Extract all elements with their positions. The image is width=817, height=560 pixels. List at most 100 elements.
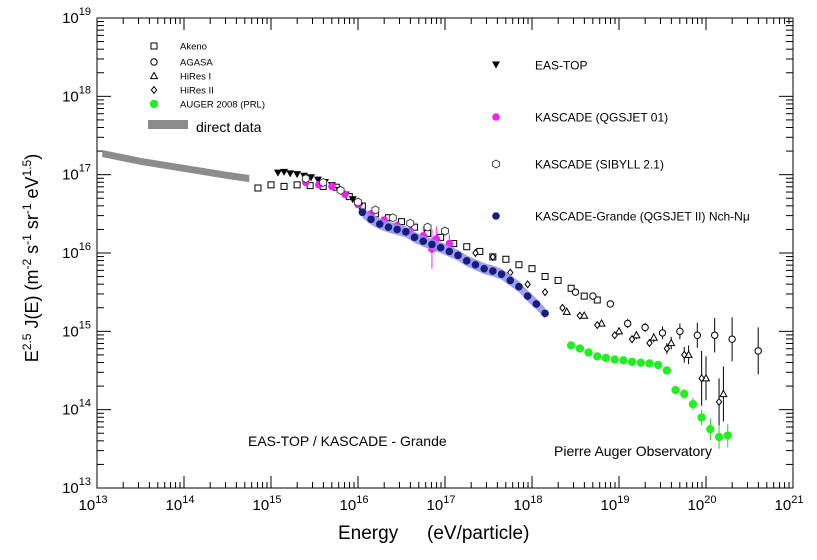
series-direct-data: [102, 149, 250, 183]
data-point: [462, 257, 471, 265]
data-point: [723, 431, 732, 440]
y-tick-label: 1018: [62, 84, 91, 105]
x-tick-label: 1014: [166, 494, 195, 514]
data-point: [398, 218, 405, 226]
data-point: [524, 280, 531, 289]
y-tick-exponent: 17: [79, 163, 91, 175]
y-tick-label: 1015: [62, 319, 91, 340]
data-point: [528, 265, 536, 273]
data-point: [384, 223, 393, 231]
data-point: [506, 276, 515, 285]
data-point: [584, 348, 593, 357]
data-point: [293, 171, 302, 179]
data-point: [567, 284, 575, 292]
data-point: [594, 320, 601, 330]
data-point: [463, 243, 471, 251]
x-tick-label: 1013: [79, 494, 108, 514]
legend-label: AGASA: [180, 58, 213, 69]
data-point: [662, 366, 672, 375]
data-point: [593, 352, 602, 361]
data-point: [593, 296, 601, 304]
y-tick-base: 10: [62, 402, 79, 419]
series-hires-i: [562, 307, 728, 422]
x-tick-exponent: 20: [704, 494, 716, 506]
data-point: [698, 374, 705, 383]
data-point: [681, 350, 688, 360]
data-point: [575, 344, 585, 353]
data-point: [754, 347, 762, 355]
x-tick-label: 1018: [514, 494, 543, 514]
data-point: [641, 323, 649, 332]
legend-item-right: KASCADE (SIBYLL 2.1): [492, 158, 664, 172]
series-hires-ii: [472, 248, 723, 426]
x-tick-exponent: 18: [530, 494, 542, 506]
data-point: [706, 425, 715, 434]
data-point: [627, 357, 637, 367]
y-tick-base: 10: [62, 88, 79, 105]
data-point: [497, 270, 506, 278]
y-tick-base: 10: [62, 10, 79, 27]
annotation-pierre-auger: Pierre Auger Observatory: [554, 443, 712, 459]
x-tick-base: 10: [514, 497, 531, 514]
data-point: [645, 359, 654, 368]
data-point: [354, 197, 362, 207]
legend-swatch: [150, 85, 158, 95]
y-tick-base: 10: [62, 323, 79, 340]
data-point: [336, 185, 345, 195]
data-point: [267, 181, 275, 189]
x-tick-exponent: 13: [95, 494, 107, 506]
y-axis-label: E2.5 J(E) (m-2 s-1 sr-1 eV1.5): [20, 154, 42, 362]
data-point: [454, 251, 462, 260]
series-kascade-sibyll-2-1: [301, 174, 449, 236]
data-point: [319, 177, 328, 188]
y-tick-label: 1016: [62, 241, 91, 262]
legend-label: HiRes II: [180, 86, 214, 97]
data-point: [719, 389, 728, 398]
data-point: [580, 292, 588, 300]
data-point: [711, 331, 719, 339]
data-point: [554, 276, 562, 284]
x-tick-label: 1015: [253, 494, 282, 514]
data-point: [480, 264, 488, 273]
data-point: [566, 341, 576, 350]
legend-item-left: HiRes II: [150, 85, 214, 97]
data-point: [489, 252, 497, 262]
data-point: [628, 334, 636, 344]
x-axis-label: Energy (eV/particle): [338, 523, 529, 544]
data-point: [328, 182, 336, 191]
data-point: [649, 332, 659, 341]
legend-swatch: [492, 159, 500, 169]
legend-swatch: [150, 42, 158, 50]
x-tick-base: 10: [775, 497, 792, 514]
data-point: [688, 399, 698, 409]
x-tick-exponent: 19: [617, 494, 629, 506]
data-point: [541, 287, 549, 297]
data-point: [410, 233, 419, 242]
data-point: [367, 215, 375, 224]
x-tick-exponent: 15: [269, 494, 281, 506]
x-tick-exponent: 21: [791, 494, 803, 506]
data-point: [610, 355, 619, 364]
x-tick-exponent: 14: [182, 494, 194, 506]
x-tick-base: 10: [688, 497, 705, 514]
data-layer: [102, 149, 762, 449]
data-point: [358, 208, 367, 217]
data-point: [428, 240, 436, 249]
data-point: [254, 184, 262, 192]
data-point: [406, 218, 415, 228]
series-kascade-grande-qgsjet-ii-nch-n: [358, 206, 549, 319]
legend-swatch: [492, 61, 500, 69]
y-tick-label: 1019: [62, 6, 91, 27]
data-point: [515, 261, 523, 269]
data-point: [589, 292, 597, 300]
data-point: [562, 307, 572, 315]
y-tick-label: 1013: [62, 476, 91, 497]
data-point: [280, 182, 288, 190]
data-point: [286, 170, 295, 178]
data-point: [671, 385, 680, 395]
legend-item-right: EAS-TOP: [492, 59, 587, 73]
series-auger-2008-prl: [566, 341, 732, 449]
data-point: [388, 213, 397, 223]
x-tick-base: 10: [166, 497, 183, 514]
legend-swatch: [149, 99, 159, 109]
